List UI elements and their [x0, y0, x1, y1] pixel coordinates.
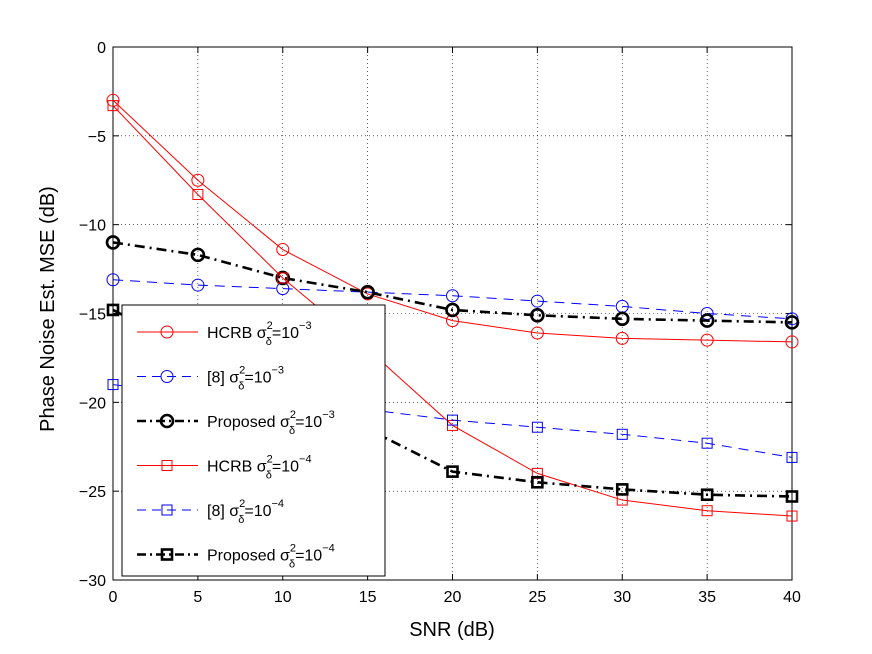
series-line: [112, 99, 793, 343]
x-tick-label: 25: [528, 589, 546, 606]
data-point: [784, 315, 800, 330]
y-tick-label: −10: [79, 218, 106, 235]
data-point: [614, 311, 630, 327]
data-point: [785, 335, 799, 349]
legend-label: HCRB σ2 δ=10−3: [207, 320, 312, 348]
data-point: [277, 272, 289, 284]
data-point: [446, 289, 459, 303]
data-point: [447, 414, 458, 426]
data-point: [531, 421, 543, 433]
data-point: [107, 100, 119, 112]
data-point: [530, 307, 545, 323]
data-point: [275, 270, 291, 286]
data-point: [530, 326, 544, 340]
data-point: [360, 284, 375, 300]
series-3: [105, 235, 800, 330]
x-tick-label: 20: [444, 589, 462, 606]
x-tick-label: 30: [613, 589, 631, 606]
legend-item-5: [8] σ2 δ=10−4: [137, 498, 284, 526]
data-point: [531, 475, 544, 489]
data-point: [786, 451, 798, 463]
data-point: [191, 278, 205, 292]
data-point: [106, 273, 120, 287]
data-point: [106, 303, 120, 317]
data-point: [445, 302, 460, 318]
legend-item-1: HCRB σ2 δ=10−3: [137, 320, 312, 348]
data-point: [699, 313, 715, 328]
y-tick-label: 0: [97, 40, 106, 57]
legend-marker: [159, 413, 175, 429]
y-tick-label: −15: [79, 307, 106, 324]
series-line: [112, 308, 793, 498]
x-tick-label: 0: [109, 589, 118, 606]
legend-item-6: Proposed σ2 δ=10−4: [137, 543, 335, 571]
data-point: [701, 437, 713, 449]
x-tick-label: 10: [274, 589, 292, 606]
legend-label: HCRB σ2 δ=10−4: [207, 454, 312, 482]
y-tick-label: −5: [88, 129, 106, 146]
series-line: [112, 241, 793, 324]
data-point: [446, 314, 459, 328]
legend-label: [8] σ2 δ=10−4: [207, 498, 284, 526]
data-point: [616, 428, 628, 440]
legend-marker: [161, 460, 173, 471]
data-point: [700, 488, 714, 502]
x-tick-label: 35: [698, 589, 716, 606]
legend-marker: [160, 548, 174, 561]
data-point: [615, 483, 629, 496]
data-point: [107, 379, 119, 391]
data-point: [105, 235, 121, 250]
y-axis-title: Phase Noise Est. MSE (dB): [37, 186, 59, 432]
series-line: [112, 384, 793, 458]
legend-label: [8] σ2 δ=10−3: [207, 365, 284, 393]
y-tick-label: −20: [79, 395, 106, 412]
x-axis-title: SNR (dB): [409, 619, 495, 641]
axes: 0 5 10 15 20 25 30 35 40 0 −5 −10 −15 −20 −25 −30: [79, 40, 801, 606]
data-point: [276, 243, 290, 257]
legend-item-2: [8] σ2 δ=10−3: [137, 365, 284, 393]
legend-item-4: HCRB σ2 δ=10−4: [137, 454, 312, 482]
series-1: [106, 93, 799, 349]
data-point: [192, 188, 204, 200]
legend-label: Proposed σ2 δ=10−3: [207, 409, 335, 437]
legend: HCRB σ2 δ=10−3 [8] σ2 δ=10−3 Proposed σ2 δ=10…: [121, 304, 386, 577]
data-point: [615, 331, 629, 345]
data-point: [190, 247, 206, 263]
legend-marker: [160, 325, 174, 339]
data-point: [446, 465, 459, 478]
x-tick-label: 5: [193, 589, 202, 606]
x-tick-label: 15: [359, 589, 377, 606]
data-point: [701, 505, 713, 517]
data-point: [191, 173, 205, 187]
legend-marker: [161, 504, 173, 516]
data-point: [786, 510, 798, 522]
data-point: [530, 294, 544, 308]
series-line: [112, 279, 793, 320]
legend-box: [121, 304, 386, 577]
data-point: [785, 490, 799, 503]
data-point: [700, 333, 714, 347]
y-tick-label: −25: [79, 484, 106, 501]
legend-label: Proposed σ2 δ=10−4: [207, 543, 335, 571]
x-tick-label: 40: [783, 589, 801, 606]
legend-item-3: Proposed σ2 δ=10−3: [137, 409, 335, 437]
legend-marker: [160, 370, 174, 383]
y-tick-label: −30: [79, 573, 106, 590]
